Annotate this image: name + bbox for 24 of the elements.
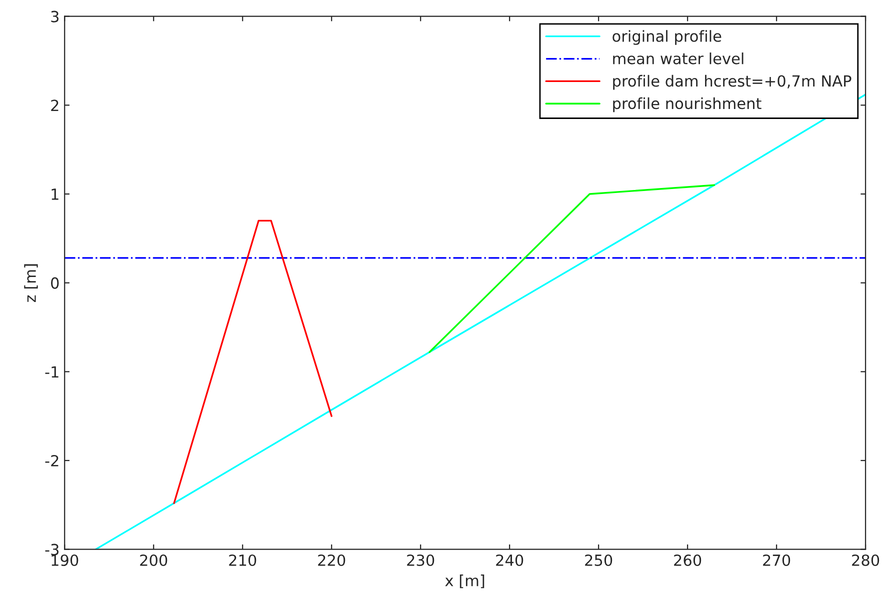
- x-tick-label: 280: [852, 554, 880, 566]
- x-tick-label: 200: [140, 554, 168, 566]
- legend-label: mean water level: [613, 52, 744, 64]
- x-tick-label: 190: [52, 554, 78, 566]
- y-tick-label: -3: [45, 544, 59, 556]
- x-axis-title: x [m]: [445, 574, 484, 588]
- y-tick-label: 1: [52, 188, 58, 200]
- legend-label: original profile: [612, 30, 722, 45]
- x-tick-label: 260: [674, 554, 702, 566]
- x-tick-label: 250: [585, 554, 612, 566]
- y-tick-label: -1: [45, 366, 58, 378]
- legend-label: profile dam hcrest=+0,7m NAP: [613, 74, 852, 90]
- x-tick-label: 220: [318, 554, 346, 566]
- y-axis-title: z [m]: [24, 264, 38, 302]
- x-tick-label: 230: [407, 554, 434, 566]
- y-tick-label: 3: [51, 10, 59, 22]
- y-tick-label: 2: [51, 100, 58, 111]
- y-tick-label: 0: [51, 277, 59, 289]
- y-tick-label: -2: [45, 454, 58, 466]
- x-tick-label: 270: [763, 554, 790, 566]
- x-tick-label: 210: [229, 554, 256, 566]
- legend-label: profile nourishment: [613, 97, 762, 112]
- x-tick-label: 240: [496, 554, 524, 566]
- line-series: [94, 94, 866, 550]
